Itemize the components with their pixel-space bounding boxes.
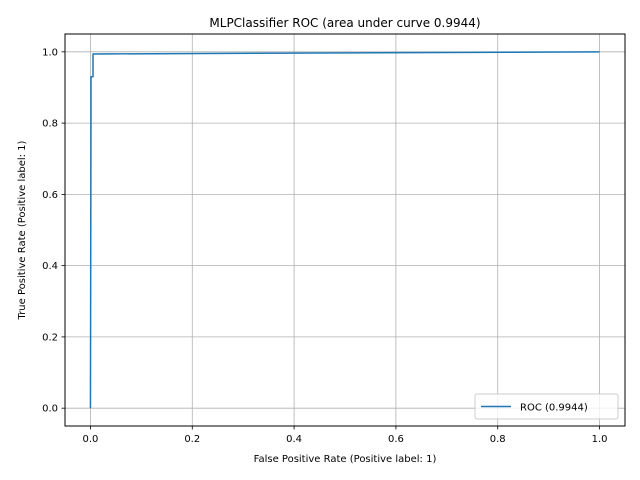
x-tick-label: 0.2	[184, 434, 200, 445]
x-tick-label: 0.0	[83, 434, 99, 445]
plot-frame	[64, 33, 626, 427]
x-tick-label: 0.8	[490, 434, 506, 445]
y-tick-label: 0.8	[42, 119, 58, 130]
chart-title: MLPClassifier ROC (area under curve 0.99…	[209, 16, 480, 30]
legend: ROC (0.9944)	[474, 393, 619, 420]
series-layer	[89, 51, 600, 409]
y-tick-label: 0.2	[42, 332, 58, 343]
roc-curve	[89, 51, 600, 409]
y-tick-label: 0.4	[42, 261, 58, 272]
legend-box	[474, 393, 619, 420]
x-tick-label: 0.4	[286, 434, 302, 445]
axis-ticks: 0.0 0.2 0.4 0.6 0.8 1.0 0.0 0.2 0.4 0.6 0.8 1.0	[42, 47, 607, 445]
legend-label-roc: ROC (0.9944)	[520, 403, 588, 414]
grid	[65, 34, 625, 426]
x-tick-label: 0.6	[388, 434, 404, 445]
y-tick-label: 0.6	[42, 190, 58, 201]
y-tick-label: 1.0	[42, 47, 58, 58]
x-axis-label: False Positive Rate (Positive label: 1)	[254, 454, 437, 465]
x-tick-label: 1.0	[592, 434, 608, 445]
y-tick-label: 0.0	[42, 404, 58, 415]
y-axis-label: True Positive Rate (Positive label: 1)	[17, 140, 28, 320]
